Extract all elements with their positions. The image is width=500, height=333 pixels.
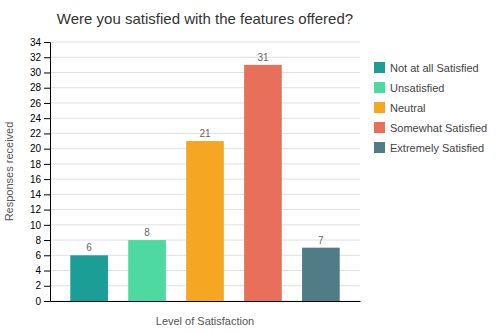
y-tick-label: 24 [30,113,42,124]
bar [70,255,108,301]
y-tick-label: 30 [30,67,42,78]
legend-item: Extremely Satisfied [374,142,484,154]
y-tick-label: 22 [30,128,42,139]
y-tick: 6 [35,250,50,261]
y-tick: 32 [30,52,50,63]
bar [128,240,166,301]
legend-label: Neutral [390,102,425,114]
y-tick-mark [44,255,50,256]
grid-line [50,87,360,88]
y-tick: 10 [30,220,50,231]
chart-container: 02468101214161820222426283032346821317We… [0,0,500,333]
legend: Not at all Satisfied Unsatisfied Neutral So… [374,62,487,154]
data-labels: 6 8 21 31 7 [86,52,324,253]
data-label: 8 [144,227,150,238]
y-tick: 18 [30,159,50,170]
y-tick: 0 [35,296,50,307]
grid-line [50,72,360,73]
y-tick-mark [44,301,50,302]
y-tick-label: 0 [35,296,41,307]
grid [50,42,360,301]
y-tick-label: 32 [30,52,42,63]
legend-item: Unsatisfied [374,82,444,94]
y-axis: 0246810121416182022242628303234 [30,37,51,307]
y-tick: 30 [30,67,50,78]
data-label: 7 [318,235,324,246]
y-tick: 14 [30,189,50,200]
legend-item: Not at all Satisfied [374,62,479,74]
y-tick-label: 26 [30,98,42,109]
legend-item: Neutral [374,102,425,114]
y-tick-label: 4 [35,265,41,276]
y-tick-mark [44,103,50,104]
y-tick-mark [44,271,50,272]
y-tick-label: 28 [30,82,42,93]
legend-swatch [374,82,385,93]
data-label: 31 [257,52,269,63]
y-tick-label: 2 [35,280,41,291]
y-tick: 16 [30,174,50,185]
chart-title: Were you satisfied with the features off… [57,10,353,27]
y-tick-label: 14 [30,189,42,200]
grid-line [50,118,360,119]
y-tick-mark [44,210,50,211]
y-tick-mark [44,149,50,150]
y-tick-label: 8 [35,235,41,246]
bars [70,65,339,301]
y-tick: 22 [30,128,50,139]
y-tick-label: 20 [30,143,42,154]
x-axis-line [51,301,361,302]
y-tick: 20 [30,143,50,154]
x-axis-title: Level of Satisfaction [156,315,254,327]
legend-label: Extremely Satisfied [390,142,484,154]
legend-swatch [374,62,385,73]
y-axis-line [44,43,51,302]
legend-label: Not at all Satisfied [390,62,479,74]
y-tick-label: 34 [30,37,42,48]
y-tick-mark [44,225,50,226]
legend-swatch [374,122,385,133]
y-tick-label: 16 [30,174,42,185]
grid-line [50,102,360,103]
y-tick-mark [44,179,50,180]
data-label: 21 [199,128,211,139]
y-tick: 26 [30,98,50,109]
legend-swatch [374,142,385,153]
chart-svg: 02468101214161820222426283032346821317We… [0,0,500,333]
legend-label: Unsatisfied [390,82,444,94]
y-tick-mark [44,88,50,89]
legend-swatch [374,102,385,113]
y-tick: 12 [30,204,50,215]
y-axis-title: Responses received [3,122,15,222]
y-tick-mark [44,118,50,119]
y-tick-label: 6 [35,250,41,261]
y-tick-mark [44,133,50,134]
grid-line [50,42,360,43]
y-tick-label: 10 [30,220,42,231]
y-tick: 4 [35,265,50,276]
y-tick-mark [44,194,50,195]
y-tick-mark [44,240,50,241]
y-tick-mark [44,164,50,165]
grid-line [50,57,360,58]
y-tick: 34 [30,37,50,48]
data-label: 6 [86,242,92,253]
bar [186,141,224,301]
y-tick: 2 [35,280,50,291]
y-tick-label: 18 [30,159,42,170]
y-tick-mark [44,57,50,58]
y-tick: 8 [35,235,50,246]
bar [302,248,340,301]
bar [244,65,282,301]
y-tick-mark [44,72,50,73]
y-tick-mark [44,286,50,287]
legend-item: Somewhat Satisfied [374,122,487,134]
y-tick: 28 [30,82,50,93]
y-tick-label: 12 [30,204,42,215]
x-axis [51,301,361,302]
legend-label: Somewhat Satisfied [390,122,487,134]
y-tick-mark [44,42,50,43]
y-tick: 24 [30,113,50,124]
plot-area: 02468101214161820222426283032346821317 [30,37,361,307]
